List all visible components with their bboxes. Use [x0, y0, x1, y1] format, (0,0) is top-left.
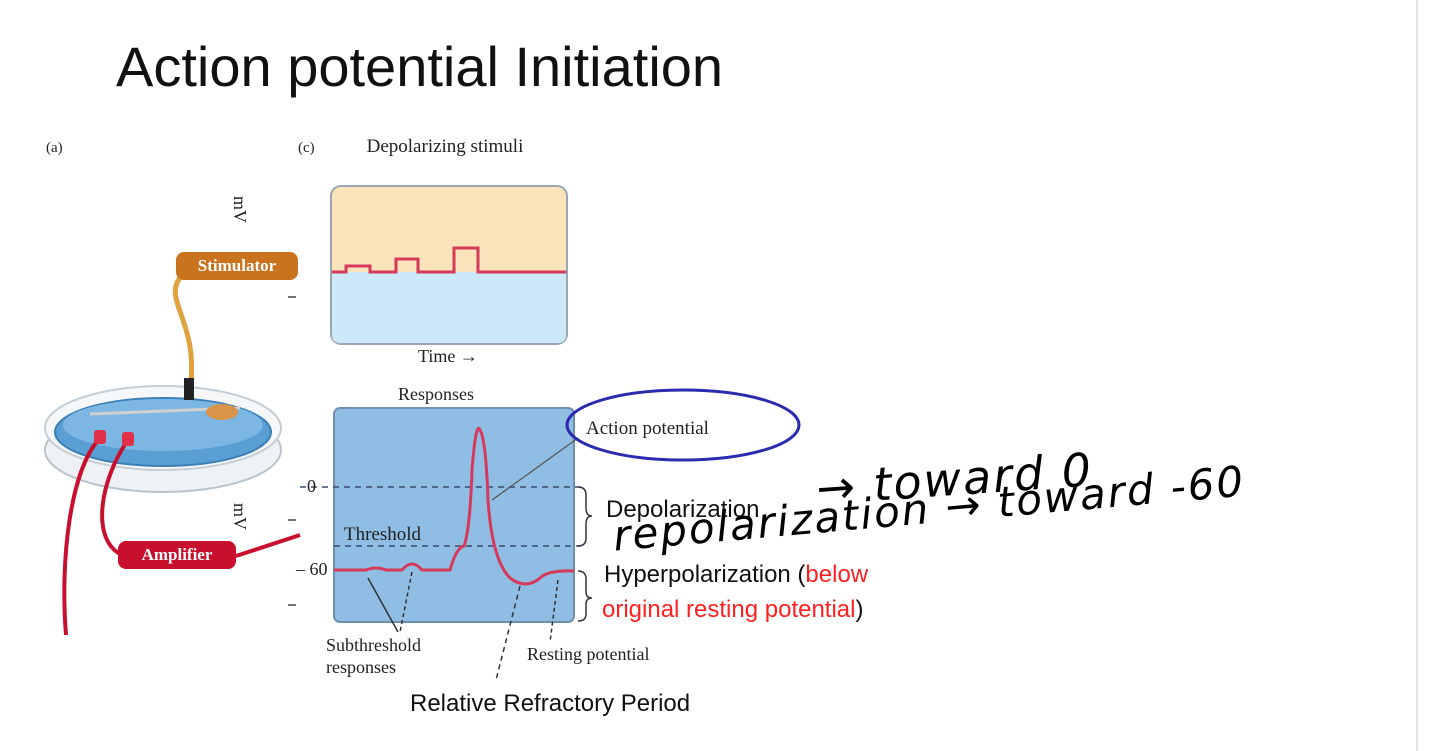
hyperpolarization-label: Hyperpolarization (below — [604, 561, 869, 588]
time-axis-label: Time → — [418, 346, 478, 366]
zero-tick-label: 0 — [307, 476, 316, 496]
depolarization-label: Depolarization — [606, 496, 760, 523]
response-panel — [300, 407, 580, 623]
stimulus-mv-label: mV — [230, 196, 250, 223]
response-mv-label: mV — [230, 503, 250, 530]
stimulus-trace — [332, 246, 566, 274]
threshold-label: Threshold — [344, 524, 422, 545]
recording-electrode — [94, 430, 106, 444]
panel-a-label: (a) — [46, 140, 63, 156]
subthreshold-leader — [367, 577, 399, 633]
reference-electrode — [122, 432, 134, 446]
stimuli-heading: Depolarizing stimuli — [366, 136, 524, 157]
stimulator-badge: Stimulator — [176, 252, 298, 280]
stimulator-electrode — [184, 378, 194, 400]
amplifier-wire-right — [100, 438, 130, 557]
hyperpolarization-brace — [577, 570, 593, 622]
relative-refractory-label: Relative Refractory Period — [410, 690, 691, 717]
responses-heading: Responses — [398, 384, 474, 404]
amplifier-wire-left — [62, 436, 102, 636]
action-potential-leader — [491, 437, 579, 501]
refractory-leader — [495, 585, 521, 681]
slide-edge-divider — [1416, 0, 1418, 751]
petri-dish — [44, 385, 282, 493]
action-potential-label: Action potential — [586, 418, 709, 439]
amplifier-badge: Amplifier — [118, 541, 236, 569]
depolarization-brace — [577, 486, 593, 547]
slide-title: Action potential Initiation — [116, 35, 724, 98]
resting-leader — [549, 579, 559, 643]
resting-potential-note: original resting potential) — [602, 596, 864, 623]
stimulator-wire — [172, 273, 194, 391]
amplifier-output-wire — [235, 533, 301, 558]
resting-potential-label: Resting potential — [527, 644, 650, 664]
subthreshold-label: Subthreshold responses — [326, 635, 422, 677]
action-potential-circle — [565, 388, 801, 462]
response-trace — [334, 426, 575, 586]
stimulus-panel — [330, 185, 568, 345]
minus60-tick-label: – 60 — [296, 559, 328, 579]
panel-c-label: (c) — [298, 140, 315, 156]
